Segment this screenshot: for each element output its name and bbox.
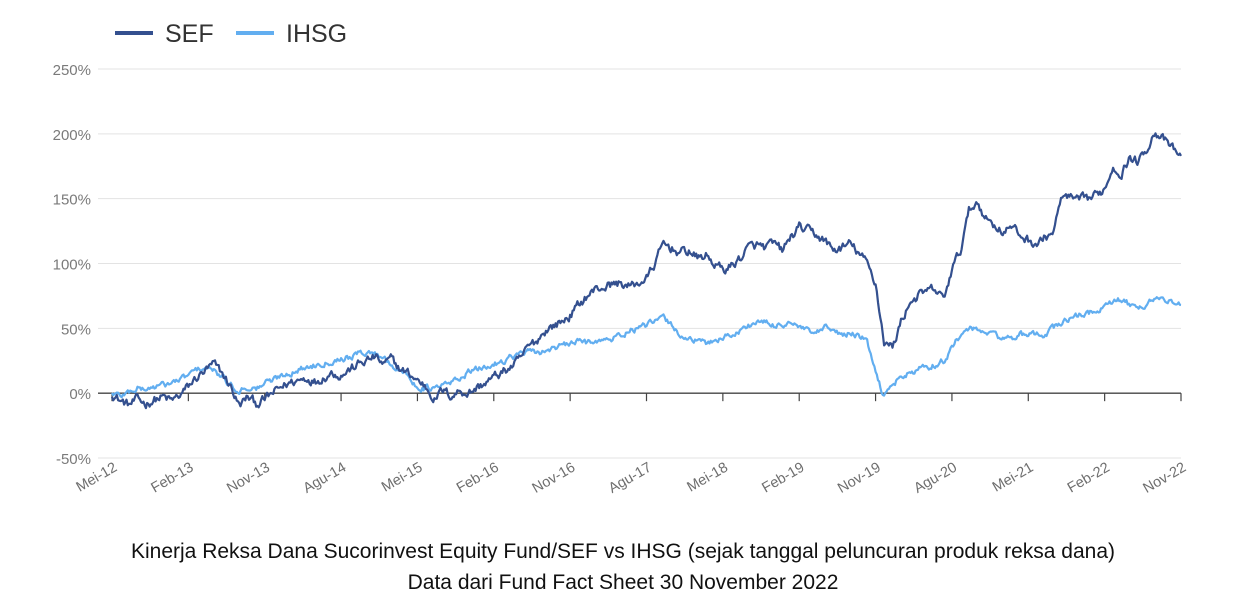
x-axis: Mei-12 Feb-13 Nov-13 Agu-14 Mei-15 Feb-16 Nov-… bbox=[74, 392, 1189, 497]
x-tick-label: Agu-20 bbox=[911, 460, 960, 497]
x-tick-label: Nov-22 bbox=[1141, 460, 1189, 497]
y-tick-label: -50% bbox=[56, 451, 91, 468]
performance-chart: SEF IHSG -50%0%50%100%150%200%250% Mei-12… bbox=[53, 20, 1189, 497]
legend-label-sef: SEF bbox=[165, 20, 214, 48]
y-tick-label: 50% bbox=[61, 321, 91, 338]
series-lines bbox=[110, 132, 1182, 410]
legend: SEF IHSG bbox=[115, 20, 347, 48]
x-tick-label: Feb-13 bbox=[149, 460, 197, 497]
legend-label-ihsg: IHSG bbox=[286, 20, 347, 48]
x-tick-label: Mei-15 bbox=[379, 460, 425, 496]
series-line-sef bbox=[110, 132, 1182, 410]
x-tick-label: Feb-16 bbox=[454, 460, 502, 497]
x-tick-label: Mei-21 bbox=[990, 460, 1036, 496]
y-tick-label: 0% bbox=[69, 386, 91, 403]
x-tick-label: Agu-14 bbox=[301, 460, 350, 497]
caption-line-2: Data dari Fund Fact Sheet 30 November 20… bbox=[407, 571, 839, 594]
y-tick-label: 250% bbox=[53, 62, 91, 79]
x-tick-label: Nov-16 bbox=[530, 460, 578, 497]
x-tick-label: Agu-17 bbox=[606, 460, 655, 497]
x-tick-label: Nov-13 bbox=[224, 460, 272, 497]
x-tick-label: Mei-18 bbox=[684, 460, 730, 496]
series-line-ihsg bbox=[111, 296, 1182, 399]
x-tick-label: Feb-19 bbox=[759, 460, 807, 497]
x-tick-label: Feb-22 bbox=[1065, 460, 1113, 497]
y-tick-label: 200% bbox=[53, 127, 91, 144]
y-tick-label: 100% bbox=[53, 257, 91, 274]
caption-line-1: Kinerja Reksa Dana Sucorinvest Equity Fu… bbox=[130, 540, 1115, 563]
x-tick-label: Nov-19 bbox=[835, 460, 883, 497]
gridlines bbox=[98, 68, 1181, 459]
y-axis-ticks: -50% 0% 50% 100% 150% 200% 250% bbox=[53, 62, 91, 468]
y-tick-label: 150% bbox=[53, 192, 91, 209]
